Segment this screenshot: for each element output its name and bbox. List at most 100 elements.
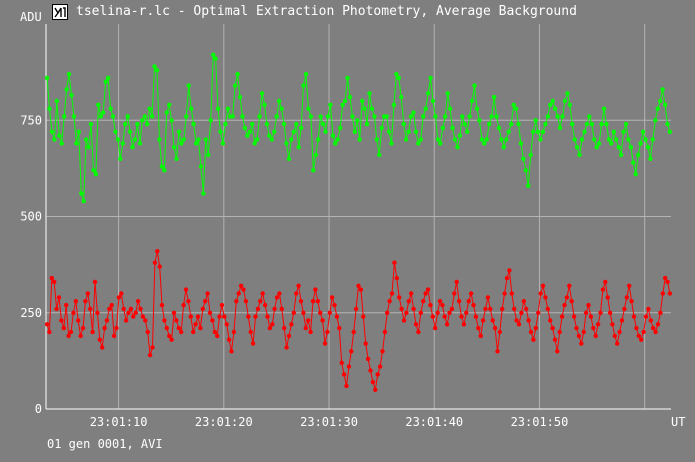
- data-point: [181, 302, 186, 308]
- data-point: [346, 364, 352, 369]
- data-point: [462, 121, 467, 127]
- footer-status: 01 gen 0001, AVI: [47, 437, 163, 451]
- data-point: [504, 137, 509, 142]
- data-point: [662, 102, 668, 108]
- data-point: [277, 291, 282, 296]
- data-point: [110, 114, 116, 119]
- data-point: [540, 129, 546, 134]
- data-point: [207, 310, 213, 315]
- data-point: [416, 141, 421, 146]
- data-point: [360, 98, 365, 104]
- data-point: [615, 341, 620, 346]
- data-point: [445, 91, 450, 96]
- data-point: [68, 329, 74, 335]
- data-point: [606, 137, 612, 142]
- data-point: [306, 106, 311, 111]
- data-point: [559, 314, 565, 319]
- data-point: [409, 291, 414, 296]
- data-point: [332, 302, 337, 308]
- data-point: [123, 318, 129, 323]
- data-point: [418, 310, 423, 315]
- data-point: [258, 299, 263, 304]
- data-point: [545, 306, 550, 312]
- data-point: [86, 145, 91, 150]
- data-point: [603, 279, 608, 285]
- data-point: [330, 133, 336, 138]
- window-title: tselina-r.lc - Optimal Extraction Photom…: [76, 4, 577, 19]
- data-point: [252, 141, 257, 146]
- data-point: [391, 102, 397, 108]
- data-point: [494, 114, 499, 119]
- data-point: [274, 295, 280, 300]
- photometry-app-icon[interactable]: [52, 4, 68, 20]
- data-point: [211, 52, 216, 57]
- data-point: [294, 291, 299, 296]
- x-tick-label: 23:01:40: [405, 415, 463, 429]
- data-point: [243, 299, 249, 304]
- data-point: [485, 295, 491, 300]
- data-point: [272, 129, 277, 134]
- data-point: [123, 121, 128, 127]
- data-point: [472, 83, 477, 88]
- data-point: [663, 275, 668, 281]
- data-point: [232, 83, 238, 88]
- data-point: [259, 91, 265, 96]
- data-point: [631, 160, 636, 165]
- data-point: [205, 291, 210, 296]
- data-point: [328, 102, 333, 108]
- data-point: [308, 329, 313, 335]
- data-point: [450, 125, 455, 131]
- data-point: [368, 368, 373, 373]
- data-point: [438, 141, 443, 146]
- data-point: [313, 287, 318, 292]
- data-point: [550, 98, 555, 104]
- data-point: [460, 114, 465, 119]
- data-point: [350, 114, 355, 119]
- series-red: [44, 249, 673, 392]
- data-point: [609, 141, 614, 146]
- data-point: [347, 94, 353, 100]
- data-point: [495, 349, 500, 354]
- data-point: [639, 337, 644, 342]
- data-point: [543, 295, 548, 300]
- data-point: [452, 137, 458, 142]
- data-point: [208, 118, 213, 123]
- data-point: [337, 325, 342, 331]
- data-point: [430, 98, 436, 104]
- y-axis-title: ADU: [20, 10, 42, 24]
- data-point: [137, 141, 143, 146]
- data-point: [480, 318, 486, 323]
- data-point: [88, 121, 94, 127]
- data-point: [526, 183, 531, 188]
- data-point: [191, 121, 196, 127]
- data-point: [157, 264, 162, 269]
- data-point: [538, 137, 543, 142]
- data-point: [643, 137, 648, 142]
- data-point: [162, 318, 167, 323]
- data-point: [236, 291, 241, 296]
- data-point: [220, 141, 226, 146]
- data-point: [595, 322, 601, 327]
- data-point: [589, 121, 594, 127]
- data-point: [550, 325, 555, 331]
- data-point: [57, 133, 62, 138]
- data-point: [562, 98, 568, 104]
- data-point: [289, 137, 294, 142]
- data-point: [435, 310, 440, 315]
- data-point: [593, 333, 598, 339]
- data-point: [125, 114, 130, 119]
- data-point: [339, 360, 344, 365]
- data-point: [531, 337, 536, 342]
- data-point: [621, 129, 626, 134]
- series-line: [46, 251, 671, 390]
- data-point: [74, 141, 79, 146]
- data-point: [274, 114, 279, 119]
- data-point: [667, 291, 673, 296]
- data-point: [338, 125, 343, 131]
- data-point: [143, 318, 148, 323]
- data-point: [416, 329, 421, 335]
- data-point: [351, 329, 356, 335]
- data-point: [49, 129, 55, 134]
- data-point: [548, 318, 553, 323]
- data-point: [526, 318, 531, 323]
